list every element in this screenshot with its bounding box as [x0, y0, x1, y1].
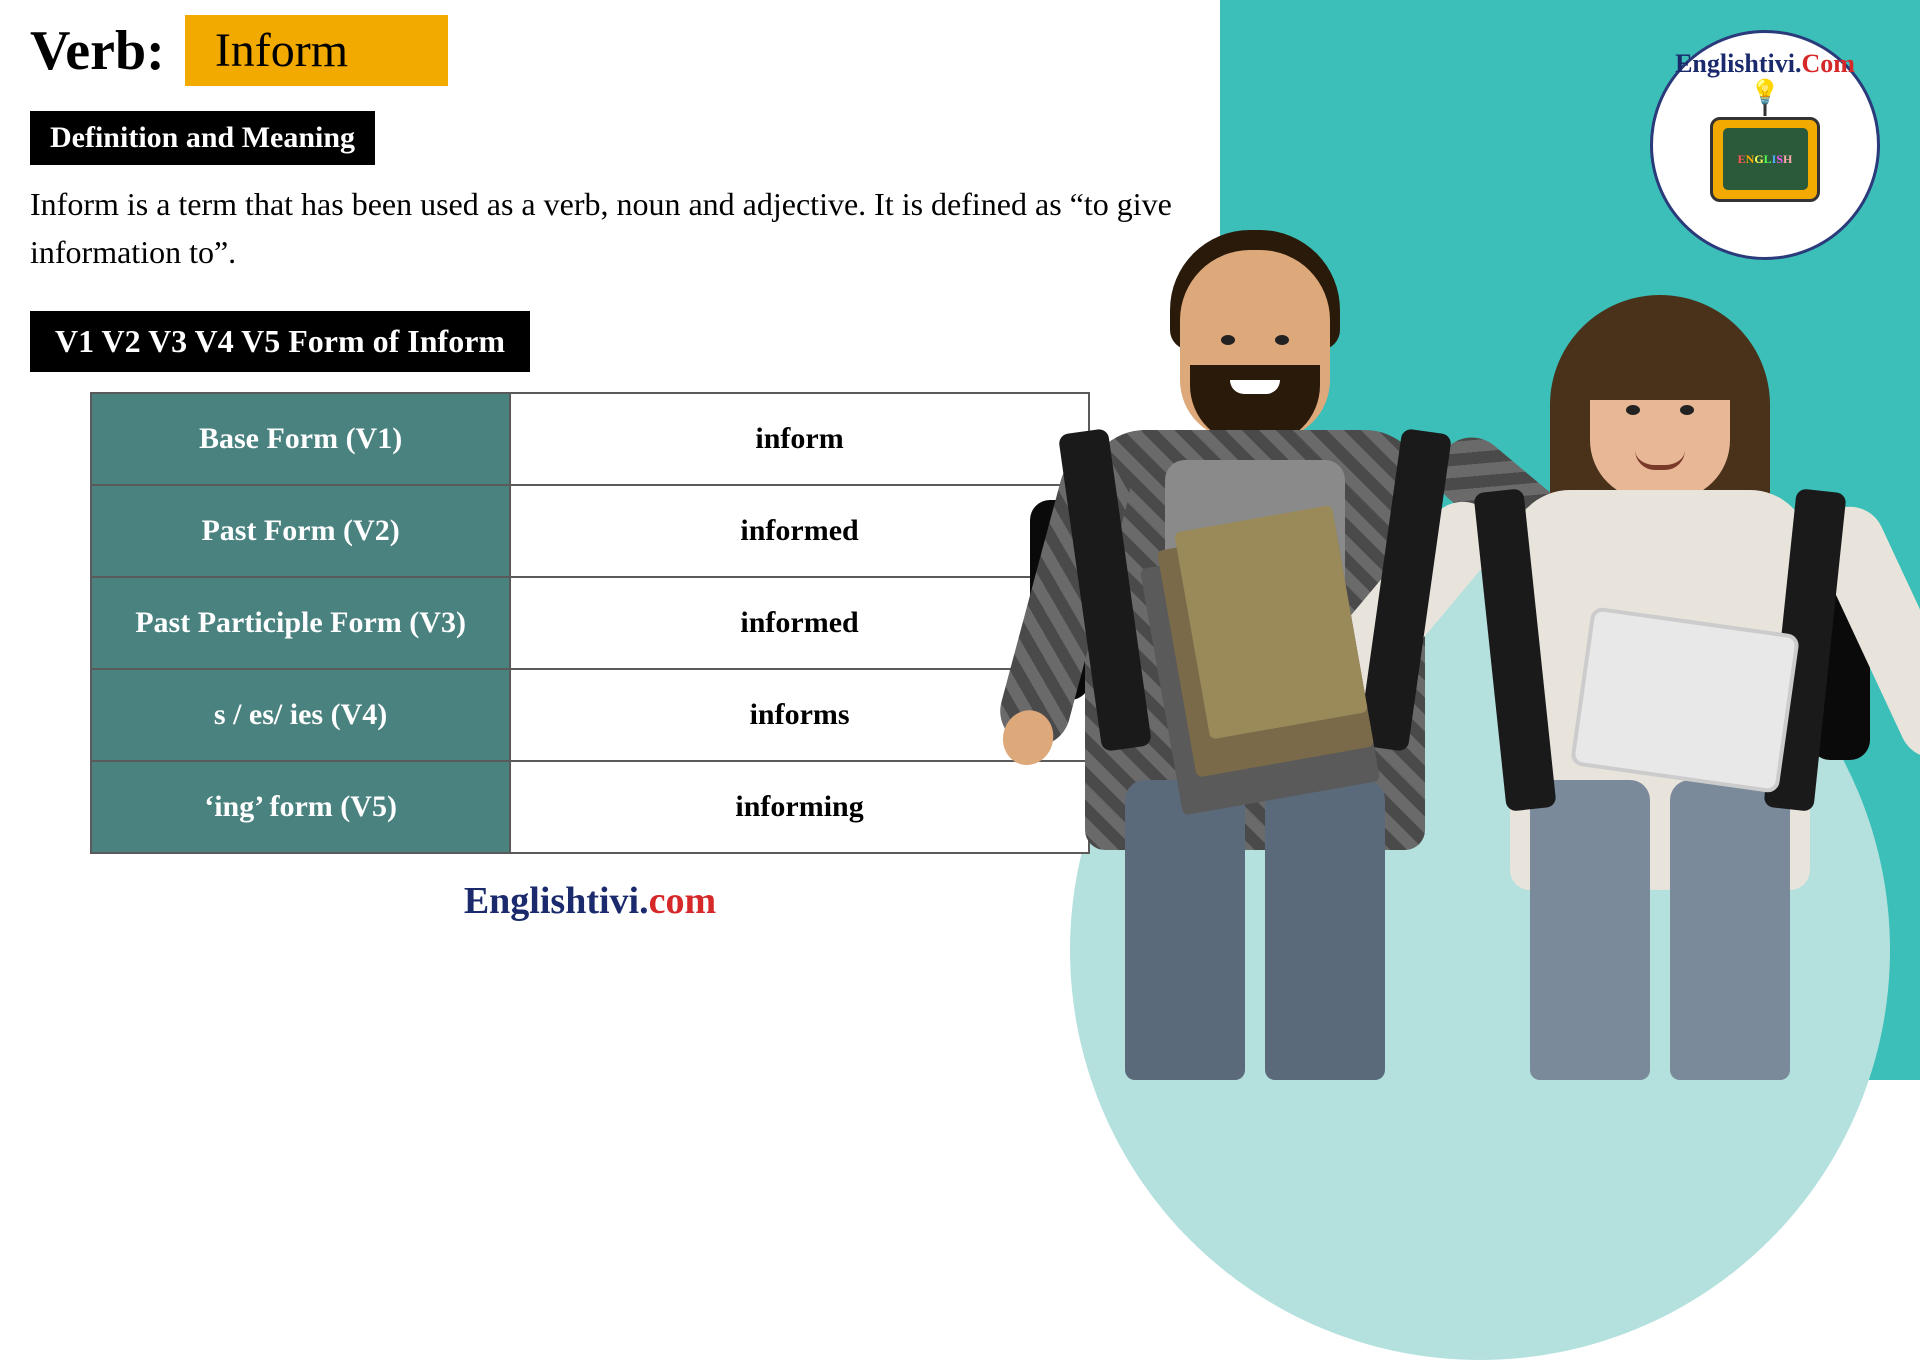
- logo-text: Englishtivi.Com: [1675, 49, 1855, 79]
- verb-name: Inform: [185, 15, 448, 86]
- table-row: Past Participle Form (V3) informed: [91, 577, 1089, 669]
- brand-footer: Englishtivi.com: [90, 879, 1090, 923]
- logo-text-main: Englishtivi: [1675, 49, 1795, 78]
- definition-section-title: Definition and Meaning: [30, 111, 375, 165]
- form-value: informed: [510, 485, 1089, 577]
- main-content: Verb: Inform Definition and Meaning Info…: [30, 15, 1210, 923]
- form-value: informed: [510, 577, 1089, 669]
- brand-dot: .: [639, 880, 649, 922]
- form-value: inform: [510, 393, 1089, 485]
- form-label: Base Form (V1): [91, 393, 510, 485]
- verb-header: Verb: Inform: [30, 15, 1210, 86]
- verb-forms-table: Base Form (V1) inform Past Form (V2) inf…: [90, 392, 1090, 854]
- table-row: s / es/ ies (V4) informs: [91, 669, 1089, 761]
- books-icon: [1140, 535, 1380, 816]
- logo-tv-icon: 💡 ENGLISH: [1710, 117, 1820, 202]
- male-student-figure: [1040, 220, 1470, 1080]
- tv-screen: ENGLISH: [1723, 128, 1808, 190]
- tablet-icon: [1570, 606, 1800, 794]
- form-value: informing: [510, 761, 1089, 853]
- lightbulb-icon: 💡: [1750, 78, 1780, 107]
- definition-text: Inform is a term that has been used as a…: [30, 180, 1210, 276]
- form-label: Past Form (V2): [91, 485, 510, 577]
- form-label: Past Participle Form (V3): [91, 577, 510, 669]
- table-row: ‘ing’ form (V5) informing: [91, 761, 1089, 853]
- form-label: ‘ing’ form (V5): [91, 761, 510, 853]
- brand-tld: com: [649, 880, 717, 922]
- brand-main: Englishtivi: [464, 880, 639, 922]
- brand-logo-badge: Englishtivi.Com 💡 ENGLISH: [1650, 30, 1880, 260]
- table-row: Past Form (V2) informed: [91, 485, 1089, 577]
- students-illustration: [1040, 200, 1860, 1080]
- form-label: s / es/ ies (V4): [91, 669, 510, 761]
- logo-text-tld: Com: [1802, 49, 1855, 78]
- table-row: Base Form (V1) inform: [91, 393, 1089, 485]
- verb-label: Verb:: [30, 19, 165, 83]
- forms-section-title: V1 V2 V3 V4 V5 Form of Inform: [30, 311, 530, 372]
- female-student-figure: [1460, 280, 1860, 1080]
